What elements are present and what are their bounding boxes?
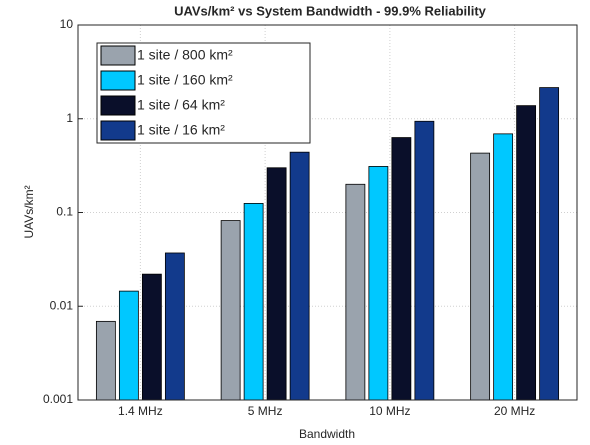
bar: [141, 273, 162, 401]
bar: [368, 166, 389, 401]
bar: [95, 320, 116, 401]
x-tick-label: 1.4 MHz: [118, 404, 163, 418]
bar: [516, 105, 537, 401]
legend-swatch: [100, 120, 136, 141]
legend-swatch: [100, 70, 136, 91]
y-tick-label: 0.01: [50, 298, 74, 312]
bar: [164, 252, 185, 401]
bar: [118, 290, 139, 401]
x-tick-label: 10 MHz: [369, 404, 410, 418]
x-tick-label: 5 MHz: [248, 404, 283, 418]
legend-label: 1 site / 16 km²: [137, 122, 225, 138]
axes-box: [77, 24, 578, 401]
chart-title: UAVs/km² vs System Bandwidth - 99.9% Rel…: [174, 3, 487, 18]
bar: [220, 220, 241, 401]
legend-swatch: [100, 45, 136, 66]
bar: [391, 137, 412, 401]
bar: [414, 120, 435, 401]
x-axis-label: Bandwidth: [299, 427, 355, 441]
y-axis-label: UAVs/km²: [22, 185, 36, 238]
bar: [539, 87, 560, 401]
y-tick-label: 10: [60, 17, 74, 31]
bar: [266, 167, 287, 401]
y-tick-label: 1: [66, 111, 73, 125]
legend-label: 1 site / 800 km²: [137, 47, 233, 63]
legend-label: 1 site / 64 km²: [137, 97, 225, 113]
bar: [493, 133, 514, 401]
x-tick-label: 20 MHz: [494, 404, 535, 418]
bar: [345, 183, 366, 401]
bar: [470, 152, 491, 401]
legend-label: 1 site / 160 km²: [137, 72, 233, 88]
bar: [289, 151, 310, 401]
y-tick-label: 0.001: [43, 392, 73, 406]
bar: [243, 203, 264, 401]
y-tick-label: 0.1: [56, 205, 73, 219]
legend-swatch: [100, 95, 136, 116]
